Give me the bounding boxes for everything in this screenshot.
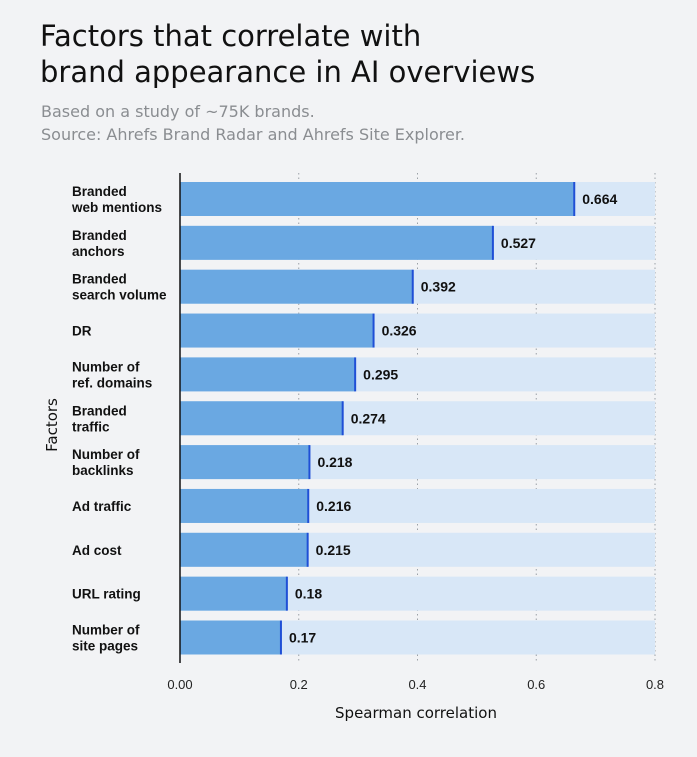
- bar: [180, 401, 343, 436]
- category-label: Branded web mentions: [71, 184, 162, 215]
- category-label: Branded search volume: [72, 272, 167, 303]
- category-labels: Branded web mentions Branded anchors Branded…: [71, 184, 167, 654]
- category-label: DR: [72, 324, 92, 339]
- x-tick-label: 0.00: [167, 677, 192, 692]
- x-tick-label: 0.6: [527, 677, 545, 692]
- chart-source-line: Source: Ahrefs Brand Radar and Ahrefs Si…: [41, 125, 466, 144]
- bar: [180, 225, 493, 260]
- value-label: 0.392: [421, 279, 456, 295]
- value-label: 0.17: [289, 630, 316, 646]
- bar: [180, 182, 575, 216]
- bar: [180, 488, 309, 523]
- x-axis-title: Spearman correlation: [335, 704, 497, 722]
- chart-subtitle: Based on a study of ~75K brands. Source:…: [41, 100, 681, 146]
- value-label: 0.664: [582, 191, 617, 207]
- category-label: Number of ref. domains: [72, 359, 152, 390]
- category-label: Number of site pages: [72, 623, 140, 654]
- category-label: Ad cost: [72, 543, 122, 558]
- bars: 0.664 0.527 0.392 0.326 0.295 0.274 0.218 0.216…: [180, 182, 655, 655]
- value-label: 0.274: [351, 410, 386, 426]
- category-label: Number of backlinks: [72, 447, 140, 478]
- x-tick-label: 0.8: [646, 677, 664, 692]
- bar: [180, 620, 281, 655]
- x-axis-ticks: 0.00 0.2 0.4 0.6 0.8: [167, 677, 664, 692]
- value-label: 0.18: [295, 586, 322, 602]
- value-label: 0.527: [501, 235, 536, 251]
- chart-title-line-1: Factors that correlate with: [40, 19, 422, 53]
- category-label: URL rating: [72, 587, 141, 602]
- chart-title-line-2: brand appearance in AI overviews: [40, 55, 536, 89]
- category-label: Ad traffic: [72, 499, 132, 514]
- bar: [180, 357, 356, 392]
- chart-subtitle-line-1: Based on a study of ~75K brands.: [41, 102, 315, 121]
- bar: [180, 445, 310, 480]
- x-tick-label: 0.4: [408, 677, 426, 692]
- value-label: 0.216: [316, 498, 351, 514]
- bar: [180, 313, 374, 348]
- category-label: Branded traffic: [72, 403, 127, 434]
- x-tick-label: 0.2: [290, 677, 308, 692]
- chart-title: Factors that correlate with brand appear…: [40, 18, 680, 90]
- value-label: 0.295: [363, 366, 398, 382]
- bar: [180, 269, 413, 304]
- value-label: 0.218: [317, 454, 352, 470]
- value-label: 0.326: [382, 323, 417, 339]
- value-label: 0.215: [316, 542, 351, 558]
- y-axis-title: Factors: [43, 398, 61, 452]
- bar: [180, 532, 308, 567]
- bar: [180, 576, 287, 611]
- category-label: Branded anchors: [72, 228, 127, 259]
